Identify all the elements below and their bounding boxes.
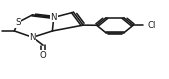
Text: S: S (15, 18, 20, 27)
Text: N: N (29, 33, 36, 42)
Text: N: N (51, 13, 57, 22)
Text: O: O (40, 51, 46, 60)
Text: Cl: Cl (148, 21, 156, 30)
